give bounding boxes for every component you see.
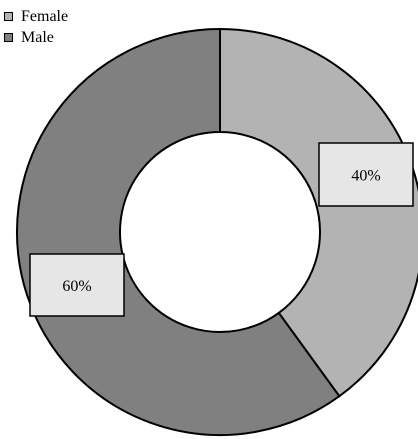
slice-label-box-male <box>29 253 125 317</box>
slice-label-female: 40% <box>351 168 380 185</box>
legend-item-female: Female <box>4 6 68 27</box>
legend-swatch-female <box>4 12 13 21</box>
slice-label-box-female <box>318 142 414 207</box>
donut-slices <box>16 27 418 436</box>
legend-item-male: Male <box>4 27 68 48</box>
donut-slice-female <box>219 27 418 398</box>
donut-slice-male <box>16 27 341 436</box>
legend-swatch-male <box>4 33 13 42</box>
legend-label-male: Male <box>21 29 54 46</box>
chart-legend: Female Male <box>4 6 68 48</box>
legend-label-female: Female <box>21 8 69 25</box>
slice-labels: 40% 60% <box>29 142 414 317</box>
slice-label-male: 60% <box>62 278 91 295</box>
